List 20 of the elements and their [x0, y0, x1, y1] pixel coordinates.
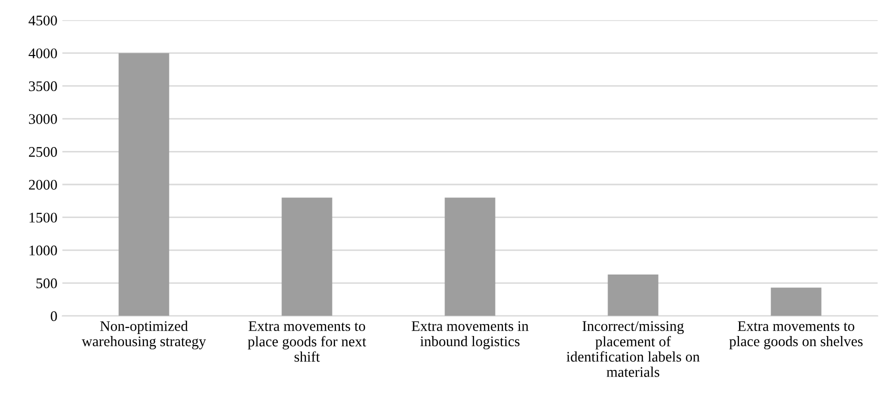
- y-tick-label: 2000: [28, 180, 57, 190]
- y-tick-label: 1000: [30, 246, 57, 256]
- bar: [282, 198, 332, 316]
- y-tick-label: 3500: [29, 81, 57, 92]
- y-tick-label: 500: [36, 278, 57, 288]
- x-tick-label: Extra movements to place goods for next shift: [248, 321, 366, 362]
- bar: [770, 288, 822, 316]
- x-tick-label: Extra movements in inbound logistics: [412, 321, 529, 350]
- bar: [118, 53, 170, 316]
- y-tick-label: 1500: [30, 212, 57, 223]
- y-tick-label: 4500: [28, 16, 57, 26]
- bar: [444, 198, 496, 316]
- bar: [608, 274, 658, 316]
- x-tick-label: Non-optimized warehousing strategy: [82, 320, 206, 350]
- y-tick-label: 3000: [29, 114, 57, 124]
- y-tick-label: 4000: [28, 48, 57, 58]
- y-tick-label: 2500: [28, 147, 57, 157]
- x-tick-label: Extra movements to place goods on shelves: [729, 321, 863, 350]
- x-tick-label: Incorrect/missing placement of identification labels on materials: [566, 321, 700, 377]
- y-tick-label: 0: [50, 311, 57, 322]
